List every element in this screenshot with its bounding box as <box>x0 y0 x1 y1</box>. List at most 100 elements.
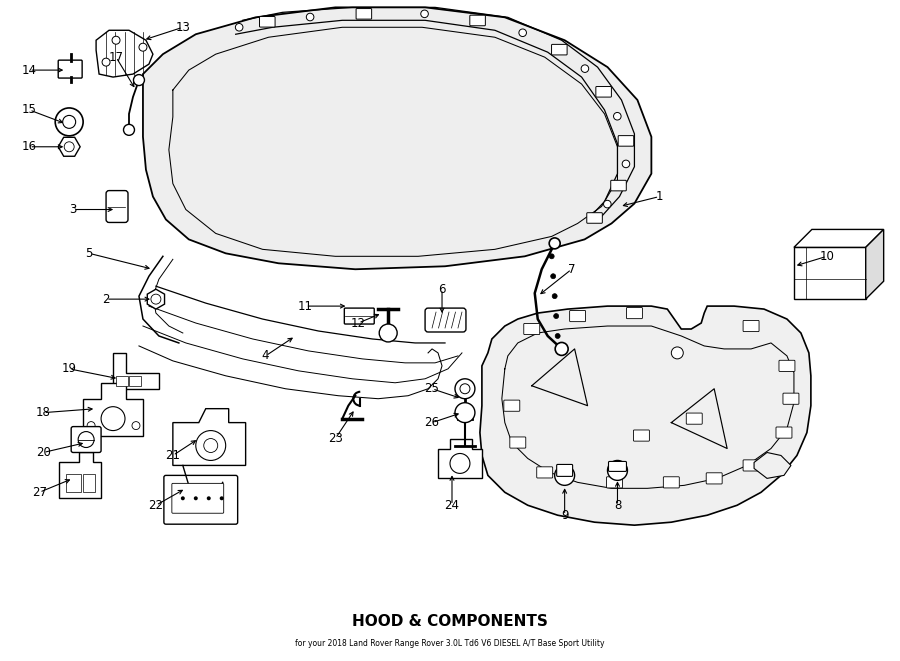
FancyBboxPatch shape <box>570 311 586 322</box>
Polygon shape <box>59 453 101 498</box>
FancyBboxPatch shape <box>106 190 128 223</box>
Text: 4: 4 <box>262 350 269 362</box>
Circle shape <box>101 407 125 430</box>
FancyBboxPatch shape <box>345 308 374 324</box>
Circle shape <box>112 36 120 44</box>
FancyBboxPatch shape <box>687 413 702 424</box>
Circle shape <box>614 112 621 120</box>
Text: 10: 10 <box>819 250 834 263</box>
Circle shape <box>671 347 683 359</box>
Text: for your 2018 Land Rover Range Rover 3.0L Td6 V6 DIESEL A/T Base Sport Utility: for your 2018 Land Rover Range Rover 3.0… <box>295 639 605 648</box>
FancyBboxPatch shape <box>783 393 799 405</box>
Text: 17: 17 <box>109 51 123 63</box>
FancyBboxPatch shape <box>552 44 567 55</box>
Circle shape <box>151 294 161 304</box>
Circle shape <box>306 13 314 20</box>
FancyBboxPatch shape <box>71 426 101 453</box>
Polygon shape <box>866 229 884 299</box>
FancyBboxPatch shape <box>58 60 82 78</box>
Circle shape <box>203 438 218 453</box>
Text: 20: 20 <box>36 446 50 459</box>
Circle shape <box>455 379 475 399</box>
FancyBboxPatch shape <box>596 87 611 97</box>
FancyBboxPatch shape <box>743 321 759 332</box>
FancyBboxPatch shape <box>607 477 623 488</box>
Circle shape <box>63 116 76 128</box>
Text: 26: 26 <box>425 416 439 429</box>
Text: 25: 25 <box>425 382 439 395</box>
Text: 24: 24 <box>445 499 460 512</box>
Text: 9: 9 <box>561 509 569 522</box>
Text: 11: 11 <box>298 299 313 313</box>
Circle shape <box>64 142 74 152</box>
Polygon shape <box>754 453 791 479</box>
Polygon shape <box>794 229 884 247</box>
Circle shape <box>421 10 428 18</box>
Circle shape <box>554 313 559 319</box>
Circle shape <box>604 200 611 208</box>
Polygon shape <box>173 408 246 465</box>
FancyBboxPatch shape <box>557 465 572 477</box>
Circle shape <box>519 29 526 36</box>
Bar <box>67 475 81 492</box>
Circle shape <box>549 238 560 249</box>
FancyBboxPatch shape <box>587 213 602 223</box>
FancyBboxPatch shape <box>779 360 795 371</box>
Circle shape <box>551 274 555 279</box>
Text: 12: 12 <box>351 317 365 330</box>
Circle shape <box>554 465 574 485</box>
FancyBboxPatch shape <box>608 461 626 471</box>
Circle shape <box>608 461 627 481</box>
Circle shape <box>78 432 94 447</box>
Text: 2: 2 <box>103 293 110 305</box>
FancyBboxPatch shape <box>706 473 722 484</box>
Bar <box>794 247 866 299</box>
Text: 5: 5 <box>86 247 93 260</box>
Circle shape <box>139 43 147 51</box>
Polygon shape <box>83 383 143 436</box>
Circle shape <box>133 75 144 85</box>
Circle shape <box>450 453 470 473</box>
Circle shape <box>555 342 568 356</box>
Circle shape <box>455 403 475 422</box>
FancyBboxPatch shape <box>356 9 372 19</box>
Polygon shape <box>96 30 153 77</box>
Text: 6: 6 <box>438 283 446 295</box>
Text: 15: 15 <box>22 103 37 116</box>
Circle shape <box>622 160 630 168</box>
FancyBboxPatch shape <box>634 430 650 441</box>
Circle shape <box>207 496 211 500</box>
Text: 22: 22 <box>148 499 164 512</box>
FancyBboxPatch shape <box>743 460 759 471</box>
FancyBboxPatch shape <box>524 323 540 334</box>
Text: 14: 14 <box>22 63 37 77</box>
Text: 1: 1 <box>655 190 663 203</box>
Circle shape <box>123 124 134 136</box>
Circle shape <box>581 65 589 73</box>
Circle shape <box>196 430 226 461</box>
FancyBboxPatch shape <box>536 467 553 478</box>
Bar <box>83 475 95 492</box>
FancyBboxPatch shape <box>509 437 526 448</box>
FancyBboxPatch shape <box>611 180 626 191</box>
Circle shape <box>194 496 198 500</box>
Circle shape <box>102 58 110 66</box>
Polygon shape <box>438 438 482 479</box>
FancyBboxPatch shape <box>776 427 792 438</box>
Text: 23: 23 <box>328 432 343 445</box>
Text: 16: 16 <box>22 140 37 153</box>
Circle shape <box>220 496 224 500</box>
FancyBboxPatch shape <box>663 477 680 488</box>
FancyBboxPatch shape <box>172 483 224 513</box>
Circle shape <box>55 108 83 136</box>
Bar <box>116 376 128 386</box>
Circle shape <box>181 496 184 500</box>
Polygon shape <box>480 306 811 525</box>
Text: 18: 18 <box>36 406 50 419</box>
Circle shape <box>379 324 397 342</box>
Polygon shape <box>143 7 652 269</box>
FancyBboxPatch shape <box>259 17 275 27</box>
FancyBboxPatch shape <box>164 475 238 524</box>
Bar <box>129 376 141 386</box>
FancyBboxPatch shape <box>425 308 466 332</box>
